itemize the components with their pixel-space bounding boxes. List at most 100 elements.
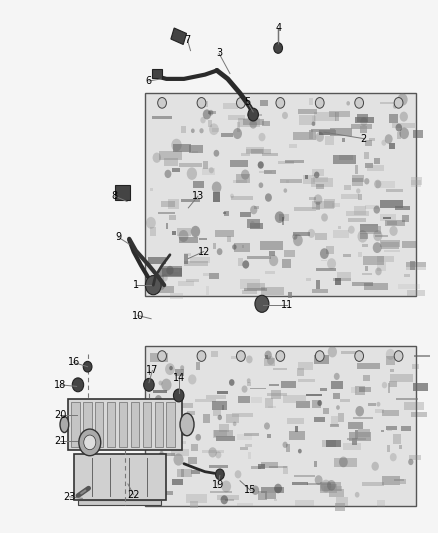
Bar bbox=[172, 168, 180, 172]
Bar bbox=[131, 402, 139, 447]
Bar bbox=[397, 132, 401, 139]
Circle shape bbox=[274, 43, 283, 53]
Bar bbox=[283, 466, 288, 474]
Bar bbox=[359, 386, 371, 392]
Circle shape bbox=[386, 349, 395, 360]
Bar bbox=[347, 438, 366, 440]
Circle shape bbox=[408, 459, 413, 465]
Bar bbox=[250, 387, 266, 390]
Bar bbox=[202, 101, 208, 108]
Bar bbox=[413, 130, 424, 138]
Circle shape bbox=[173, 454, 184, 466]
Bar bbox=[179, 163, 201, 167]
Bar bbox=[406, 262, 427, 268]
Circle shape bbox=[374, 180, 381, 188]
Bar bbox=[325, 486, 342, 491]
Circle shape bbox=[168, 422, 173, 429]
Bar bbox=[377, 262, 386, 271]
Bar bbox=[272, 390, 282, 399]
Bar bbox=[152, 69, 162, 78]
Bar bbox=[314, 461, 317, 467]
Bar bbox=[168, 199, 179, 209]
Circle shape bbox=[316, 132, 324, 142]
Circle shape bbox=[360, 117, 367, 126]
Bar bbox=[402, 241, 416, 248]
Bar bbox=[246, 147, 265, 153]
Circle shape bbox=[246, 356, 253, 364]
Circle shape bbox=[83, 361, 92, 372]
Circle shape bbox=[327, 258, 336, 269]
Bar bbox=[341, 193, 359, 199]
Bar bbox=[365, 163, 373, 168]
Bar bbox=[286, 444, 290, 452]
Bar bbox=[119, 402, 127, 447]
Bar bbox=[389, 143, 395, 149]
Bar bbox=[352, 175, 364, 182]
Circle shape bbox=[175, 405, 183, 414]
Bar bbox=[273, 368, 287, 370]
Circle shape bbox=[169, 366, 173, 370]
Bar bbox=[336, 112, 339, 122]
Bar bbox=[297, 378, 314, 382]
Text: 20: 20 bbox=[54, 410, 67, 419]
Bar bbox=[203, 160, 208, 169]
Circle shape bbox=[346, 101, 350, 106]
Bar bbox=[326, 246, 334, 254]
Text: 17: 17 bbox=[146, 366, 159, 375]
Circle shape bbox=[237, 98, 245, 108]
Bar bbox=[353, 417, 373, 419]
Bar bbox=[219, 424, 229, 432]
Bar bbox=[390, 369, 394, 372]
Circle shape bbox=[188, 374, 196, 384]
Circle shape bbox=[373, 230, 382, 241]
Bar bbox=[325, 136, 334, 145]
Bar bbox=[315, 233, 327, 240]
Circle shape bbox=[248, 108, 258, 121]
Bar bbox=[247, 284, 265, 290]
Bar bbox=[247, 220, 260, 228]
Circle shape bbox=[321, 480, 331, 492]
Circle shape bbox=[390, 453, 397, 462]
Bar bbox=[232, 413, 253, 417]
Circle shape bbox=[160, 451, 163, 456]
Bar bbox=[212, 401, 226, 410]
Bar bbox=[153, 390, 167, 392]
Bar bbox=[258, 464, 265, 469]
Bar bbox=[332, 203, 340, 207]
Bar bbox=[380, 240, 400, 247]
Bar bbox=[331, 381, 343, 389]
Circle shape bbox=[191, 226, 200, 237]
Circle shape bbox=[348, 225, 355, 234]
Circle shape bbox=[158, 98, 166, 108]
Bar bbox=[333, 230, 349, 238]
Bar bbox=[343, 254, 351, 257]
Circle shape bbox=[393, 103, 397, 109]
Circle shape bbox=[250, 206, 258, 214]
Circle shape bbox=[381, 140, 386, 146]
Bar bbox=[347, 422, 363, 429]
Bar bbox=[402, 215, 409, 222]
Circle shape bbox=[232, 244, 237, 249]
Bar bbox=[193, 182, 204, 188]
Circle shape bbox=[242, 385, 247, 393]
Bar bbox=[187, 457, 197, 464]
Bar bbox=[374, 158, 380, 165]
Bar bbox=[238, 258, 243, 266]
Bar bbox=[265, 494, 276, 499]
Bar bbox=[83, 402, 92, 447]
Bar bbox=[162, 266, 177, 274]
Bar bbox=[231, 196, 253, 200]
Circle shape bbox=[394, 351, 403, 361]
Bar bbox=[199, 238, 207, 240]
Bar bbox=[258, 172, 272, 173]
Bar bbox=[184, 261, 208, 266]
Bar bbox=[202, 168, 215, 175]
Circle shape bbox=[200, 117, 206, 123]
Bar bbox=[171, 28, 187, 44]
Bar bbox=[386, 356, 395, 365]
Bar bbox=[177, 228, 191, 236]
Bar bbox=[360, 224, 378, 232]
Circle shape bbox=[318, 400, 322, 406]
Bar bbox=[368, 403, 376, 406]
Bar bbox=[242, 290, 258, 294]
